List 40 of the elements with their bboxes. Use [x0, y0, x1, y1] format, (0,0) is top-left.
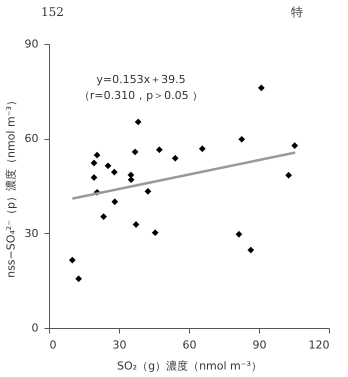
point [110, 168, 118, 176]
y-tick-label: 0 [32, 322, 38, 334]
point [75, 275, 82, 282]
point [90, 160, 98, 166]
point [94, 152, 100, 158]
point [156, 146, 163, 154]
annotation: （r=0.310，p＞0.05 ） [78, 89, 204, 102]
x-tick-label: 30 [112, 338, 126, 352]
point [152, 229, 159, 236]
point [247, 246, 254, 254]
x-tick-label: 120 [308, 338, 330, 352]
point [128, 176, 134, 184]
point [128, 172, 134, 178]
point [132, 148, 138, 156]
point [198, 145, 206, 152]
x-tick-label: 90 [252, 338, 266, 352]
y-tick-label: 30 [24, 226, 38, 240]
x-tick-label: 60 [182, 338, 196, 352]
text: 152 [41, 5, 64, 19]
point [291, 142, 298, 149]
y-tick-label: 90 [24, 38, 38, 50]
point [236, 230, 242, 238]
point [90, 174, 98, 181]
point [111, 198, 118, 206]
y-axis-title: nss−SO₄²⁻（p）濃度（nmol m⁻³） [4, 95, 18, 278]
point [132, 221, 140, 228]
point [285, 172, 292, 179]
point [172, 154, 179, 162]
x-axis-title: SO₂（g）濃度（nmol m⁻³） [117, 360, 262, 372]
point [144, 188, 152, 195]
point [258, 84, 265, 92]
point [104, 162, 112, 170]
text: 特 [291, 5, 303, 19]
x-tick-label: 0 [50, 338, 56, 352]
y-tick-label: 60 [24, 132, 38, 146]
point [100, 213, 107, 220]
point [68, 256, 76, 264]
annotation: y=0.153x＋39.5 [96, 73, 186, 86]
point [134, 118, 142, 126]
point [238, 136, 246, 143]
